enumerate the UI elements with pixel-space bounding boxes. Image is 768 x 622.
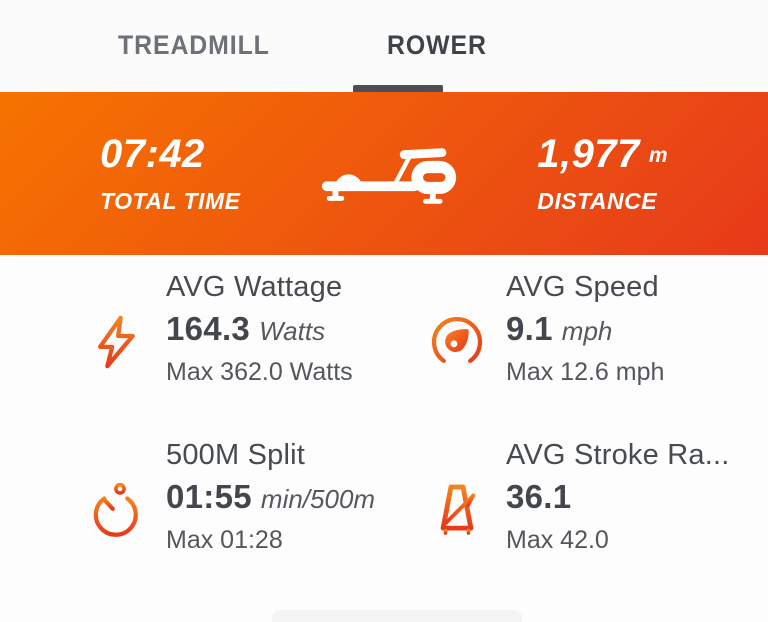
stopwatch-icon [93, 482, 138, 537]
stat-500m-split: 500M Split 01:55 min/500m Max 01:28 [88, 439, 428, 555]
tab-treadmill[interactable]: TREADMILL [118, 30, 270, 60]
distance-unit: m [648, 144, 668, 168]
total-time-value: 07:42 [100, 131, 205, 176]
total-time-label: TOTAL TIME [100, 187, 241, 214]
lightning-icon [97, 315, 135, 369]
distance-value: 1,977 [537, 131, 640, 176]
stat-value: 9.1 [506, 310, 553, 347]
total-time-block: 07:42 TOTAL TIME [100, 133, 240, 215]
stat-unit: Watts [259, 316, 326, 346]
metronome-icon [440, 484, 476, 535]
workout-tabbar: TREADMILL ROWER [0, 0, 768, 92]
stat-max: Max 01:28 [166, 526, 283, 554]
stat-title: AVG Speed [506, 271, 659, 303]
stats-grid: AVG Wattage 164.3 Watts Max 362.0 Watts … [0, 255, 768, 555]
stat-unit: min/500m [260, 484, 376, 514]
stat-max: Max 12.6 mph [506, 358, 665, 386]
stat-title: AVG Wattage [166, 271, 343, 303]
speedometer-icon [431, 316, 483, 363]
stat-max: Max 42.0 [506, 526, 609, 554]
stat-title: AVG Stroke Ra... [506, 439, 730, 471]
stat-max: Max 362.0 Watts [166, 358, 353, 386]
workout-summary-banner: 07:42 TOTAL TIME 1,977 m DISTANCE [0, 92, 768, 255]
stat-value: 36.1 [506, 478, 572, 515]
stat-avg-stroke-rate: AVG Stroke Ra... 36.1 Max 42.0 [428, 439, 768, 555]
stat-value: 164.3 [166, 310, 251, 347]
stat-title: 500M Split [166, 439, 306, 471]
stat-avg-wattage: AVG Wattage 164.3 Watts Max 362.0 Watts [88, 271, 428, 387]
next-card-top-edge [272, 610, 522, 622]
stat-value: 01:55 [166, 478, 252, 515]
distance-block: 1,977 m DISTANCE [537, 133, 668, 215]
distance-label: DISTANCE [537, 187, 658, 214]
active-tab-underline [353, 85, 443, 92]
tab-rower[interactable]: ROWER [386, 30, 487, 60]
stat-unit: mph [561, 316, 613, 346]
rowing-machine-icon [321, 147, 456, 204]
stat-avg-speed: AVG Speed 9.1 mph Max 12.6 mph [428, 271, 768, 387]
